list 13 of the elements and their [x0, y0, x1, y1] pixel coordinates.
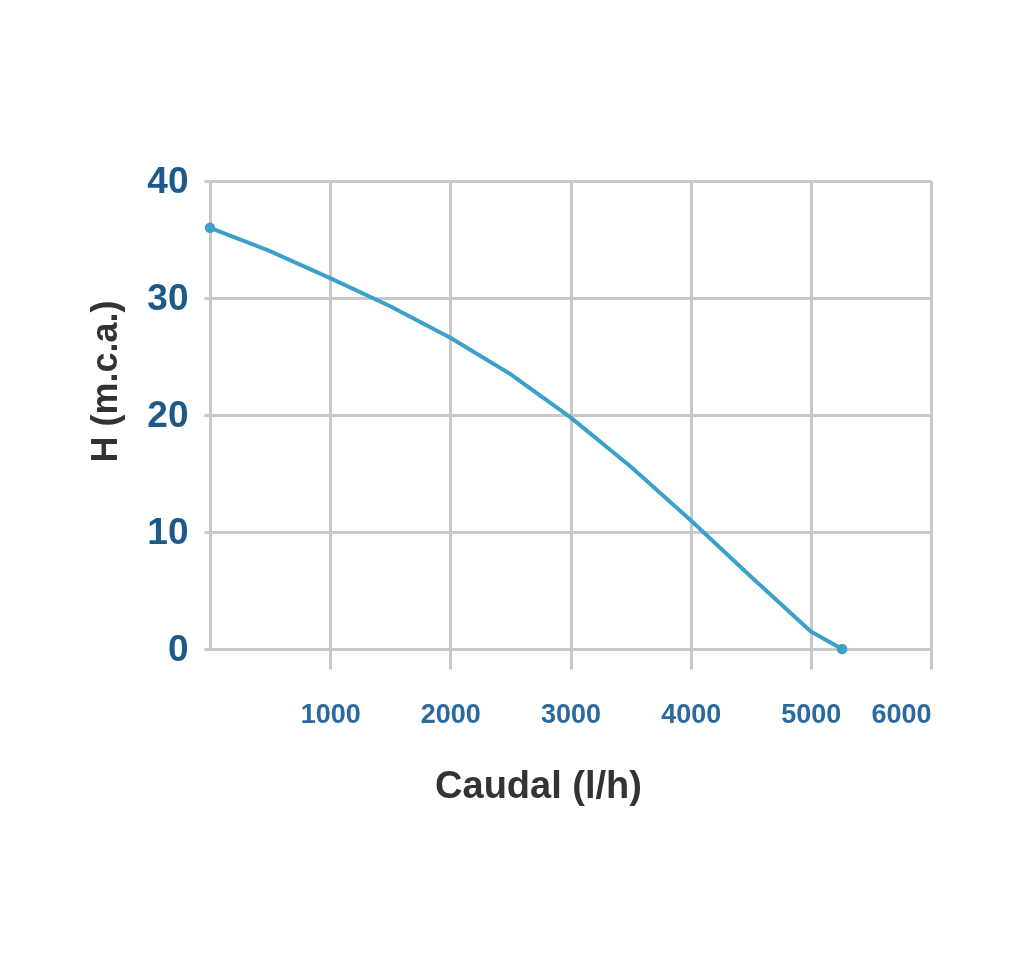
x-tick-label: 5000 [781, 698, 842, 729]
y-axis-title: H (m.c.a.) [84, 300, 126, 463]
y-tick-label: 40 [147, 159, 189, 201]
x-tick-label: 2000 [420, 698, 481, 729]
y-tick-label: 30 [147, 276, 189, 318]
x-tick-label: 1000 [300, 698, 361, 729]
x-tick-label: 3000 [540, 698, 602, 729]
y-tick-label: 20 [147, 393, 189, 435]
x-tick-label: 4000 [661, 698, 722, 729]
x-axis-title: Caudal (l/h) [435, 763, 642, 806]
y-tick-label: 0 [167, 627, 189, 669]
x-tick-label: 6000 [871, 698, 932, 729]
y-tick-label: 10 [147, 510, 189, 552]
